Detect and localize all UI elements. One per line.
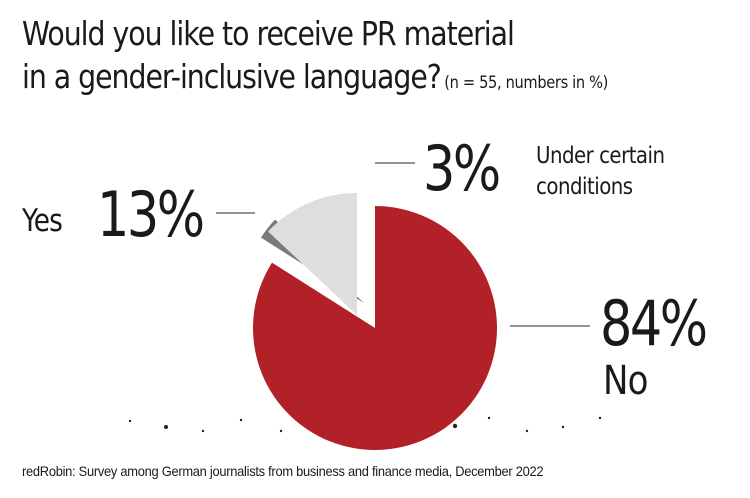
- conditions-label-line-2: conditions: [536, 174, 633, 200]
- title-line-2: in a gender-inclusive language?: [22, 57, 442, 96]
- no-label: No: [603, 358, 648, 404]
- decorative-dot: [487, 416, 491, 420]
- title-line-1: Would you like to receive PR material: [22, 14, 515, 53]
- decorative-dot: [525, 429, 529, 433]
- chart-subtitle: (n = 55, numbers in %): [444, 73, 609, 93]
- pie-slice-no: [253, 206, 498, 450]
- decorative-dot: [452, 423, 458, 429]
- decorative-dot: [279, 429, 283, 433]
- conditions-label-line-1: Under certain: [536, 143, 665, 169]
- decorative-dots: [128, 416, 602, 433]
- source-footer: redRobin: Survey among German journalist…: [22, 463, 544, 479]
- chart-title: Would you like to receive PR material in…: [22, 12, 608, 105]
- yes-percentage: 13%: [97, 178, 205, 251]
- decorative-dot: [164, 425, 168, 429]
- decorative-dot: [128, 419, 132, 423]
- decorative-dot: [598, 416, 602, 420]
- decorative-dot: [561, 425, 565, 429]
- conditions-percentage: 3%: [423, 132, 501, 205]
- no-percentage: 84%: [600, 287, 708, 360]
- decorative-dot: [201, 429, 205, 433]
- pie-slice-yes: [268, 193, 357, 315]
- yes-label: Yes: [22, 203, 63, 239]
- decorative-dot: [239, 418, 243, 422]
